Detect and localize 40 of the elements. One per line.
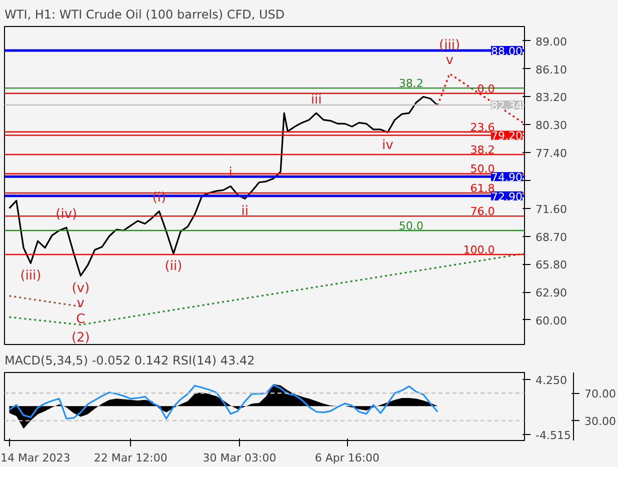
y-tick-label: 4.250 [536, 374, 567, 387]
y-tick-label: 80.30 [536, 119, 567, 132]
annotation: 100.0 [463, 244, 495, 257]
chart-title: WTI, H1: WTI Crude Oil (100 barrels) CFD, USD [4, 8, 285, 22]
annotation: 38.2 [470, 143, 495, 156]
y-tick-label: 89.00 [536, 35, 567, 48]
y-tick-label: 77.40 [536, 147, 567, 160]
annotation: i [228, 166, 232, 181]
x-tick-label: 6 Apr 16:00 [314, 452, 380, 464]
annotation: C [76, 312, 86, 327]
x-tick-label: 30 Mar 03:00 [202, 452, 276, 464]
ref-line-label: 82.34 [491, 100, 523, 113]
x-tick-label: 22 Mar 12:00 [94, 452, 168, 464]
annotation: (iii) [20, 268, 42, 284]
annotation: (ii) [164, 259, 182, 274]
ref-line-label: 79.20 [491, 130, 523, 143]
line-series [8, 384, 438, 420]
annotation: 50.0 [398, 219, 424, 232]
annotation: (2) [71, 330, 90, 346]
annotation: v [446, 53, 454, 68]
y-tick-label: 60.00 [536, 314, 567, 328]
annotation: 38.2 [398, 77, 424, 90]
annotation: v [76, 296, 85, 312]
y-tick-label: 62.90 [536, 286, 567, 300]
ref-line-label: 88.00 [491, 45, 523, 58]
y-tick-label: 83.20 [536, 91, 567, 104]
y2-tick-label: 70.00 [584, 388, 616, 401]
y-tick-label: -4.515 [536, 429, 571, 442]
annotation: iii [310, 92, 322, 108]
annotation: ii [241, 204, 248, 220]
y-tick-label: 68.70 [536, 230, 567, 244]
y-tick-label: 71.60 [536, 202, 567, 216]
x-tick-label: 14 Mar 2023 [0, 452, 70, 464]
chart-title: MACD(5,34,5) -0.052 0.142 RSI(14) 43.42 [4, 354, 255, 368]
annotation: 76.0 [470, 205, 495, 218]
y2-tick-label: 30.00 [584, 415, 616, 428]
annotation: iv [382, 138, 394, 153]
y-tick-label: 65.80 [536, 258, 567, 272]
annotation: (v) [72, 281, 90, 296]
y-tick-label: 86.10 [536, 63, 567, 76]
